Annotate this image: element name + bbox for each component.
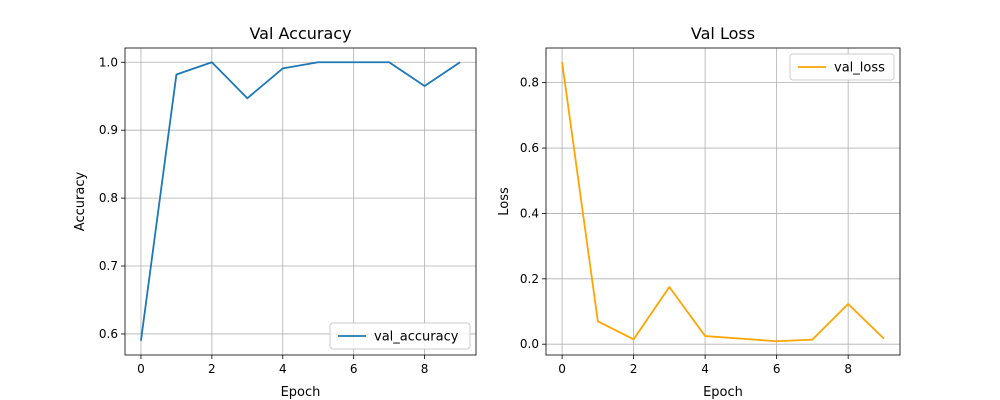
- y-tick-label: 0.8: [99, 191, 118, 205]
- data-point: [246, 97, 248, 99]
- y-axis-label: Accuracy: [73, 172, 88, 232]
- y-tick-label: 0.9: [99, 123, 118, 137]
- legend: val_loss: [789, 53, 895, 81]
- data-point: [317, 61, 319, 63]
- legend: val_accuracy: [329, 322, 471, 350]
- x-tick-label: 0: [558, 362, 566, 376]
- data-point: [561, 61, 563, 63]
- data-point: [883, 338, 885, 340]
- data-point: [459, 61, 461, 63]
- y-tick-label: 0.8: [520, 76, 539, 90]
- y-tick-label: 0.6: [99, 327, 118, 341]
- legend-box: [789, 53, 895, 81]
- x-tick-label: 0: [137, 362, 145, 376]
- data-point: [668, 286, 670, 288]
- data-point: [424, 85, 426, 87]
- data-point: [597, 320, 599, 322]
- y-tick-label: 0.0: [520, 337, 539, 351]
- series-line-val_accuracy: [140, 61, 461, 341]
- data-point: [282, 67, 284, 69]
- legend-label: val_loss: [834, 61, 885, 76]
- x-tick-label: 6: [773, 362, 781, 376]
- legend-label: val_accuracy: [374, 330, 459, 345]
- data-point: [211, 61, 213, 63]
- legend-box: [329, 322, 471, 350]
- chart-title: Val Accuracy: [249, 24, 351, 43]
- chart-0: 0 2 4 6 8 0.6 0.7 0.8 0.9 1.0 Val Accuracy Epoch Acc…: [73, 24, 477, 400]
- data-point: [633, 338, 635, 340]
- y-axis-label: Loss: [497, 187, 512, 216]
- data-point: [353, 61, 355, 63]
- x-tick-label: 2: [630, 362, 638, 376]
- data-point: [740, 338, 742, 340]
- data-point: [776, 340, 778, 342]
- axes-frame: [124, 47, 477, 356]
- x-axis-label: Epoch: [281, 385, 321, 400]
- x-tick-label: 2: [208, 362, 216, 376]
- y-tick-label: 0.4: [520, 206, 539, 220]
- x-tick-label: 4: [701, 362, 709, 376]
- axes-frame: [545, 47, 901, 356]
- series-line-val_loss: [561, 61, 885, 343]
- x-tick-label: 4: [279, 362, 287, 376]
- data-point: [388, 61, 390, 63]
- y-tick-label: 1.0: [99, 55, 118, 69]
- data-point: [140, 340, 142, 342]
- y-tick-label: 0.6: [520, 141, 539, 155]
- data-point: [847, 303, 849, 305]
- data-point: [704, 335, 706, 337]
- data-point: [175, 73, 177, 75]
- y-tick-label: 0.2: [520, 272, 539, 286]
- y-tick-label: 0.7: [99, 259, 118, 273]
- x-tick-label: 6: [350, 362, 358, 376]
- chart-1: 0 2 4 6 8 0.0 0.2 0.4 0.6 0.8 Val Loss Epoch Loss val…: [497, 24, 901, 400]
- chart-title: Val Loss: [691, 24, 755, 43]
- x-tick-label: 8: [421, 362, 429, 376]
- x-axis-label: Epoch: [703, 385, 743, 400]
- data-point: [811, 339, 813, 341]
- x-tick-label: 8: [844, 362, 852, 376]
